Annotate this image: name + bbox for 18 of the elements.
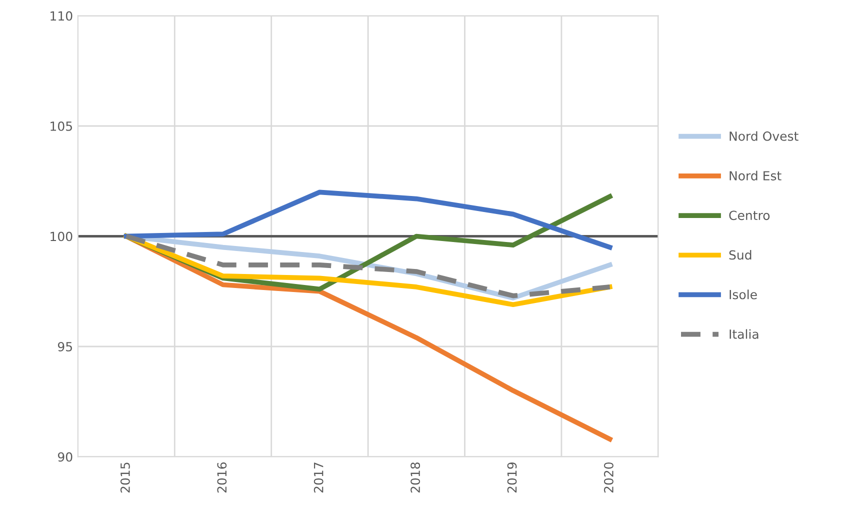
x-tick-label: 2017 bbox=[314, 462, 324, 493]
y-tick-label: 90 bbox=[58, 452, 72, 462]
x-tick-label: 2016 bbox=[217, 462, 227, 493]
legend-label: Nord Ovest bbox=[730, 131, 798, 141]
y-tick-label: 110 bbox=[50, 11, 72, 21]
x-tick-label: 2015 bbox=[120, 462, 130, 493]
line-series bbox=[124, 190, 612, 250]
y-tick-label: 95 bbox=[58, 342, 72, 352]
legend-label: Isole bbox=[730, 290, 757, 300]
x-tick-label: 2018 bbox=[410, 462, 420, 493]
x-tick-label: 2019 bbox=[507, 462, 517, 493]
legend-label: Italia bbox=[730, 329, 758, 339]
y-tick-label: 100 bbox=[50, 232, 72, 242]
legend-label: Sud bbox=[729, 250, 752, 260]
x-tick-label: 2020 bbox=[604, 462, 614, 493]
y-tick-label: 105 bbox=[50, 121, 72, 131]
legend-label: Centro bbox=[729, 210, 770, 220]
legend-label: Nord Est bbox=[730, 170, 782, 180]
